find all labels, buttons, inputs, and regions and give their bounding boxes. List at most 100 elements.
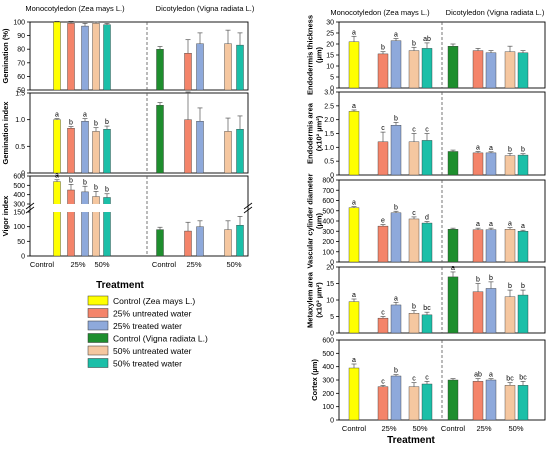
legend-swatch [87, 320, 109, 331]
bar [421, 140, 433, 176]
bar [81, 25, 89, 91]
significance-letter: a [451, 265, 455, 272]
significance-letter: b [412, 40, 416, 47]
x-tick-label: 50% [508, 424, 523, 433]
bar [517, 385, 529, 421]
y-tick-label: 90 [17, 33, 25, 40]
y-tick-label: 150 [13, 210, 25, 217]
significance-letter: b [412, 304, 416, 311]
y-axis-label: Metaxylem area [306, 271, 315, 328]
significance-letter: b [105, 119, 109, 126]
bar [517, 52, 529, 89]
y-tick-label: 50 [17, 239, 25, 246]
y-axis-label: Gemination index [1, 101, 10, 165]
significance-letter: a [394, 32, 398, 39]
y-tick-label: 500 [13, 183, 25, 190]
bar [447, 276, 459, 334]
x-tick-label: 25% [476, 424, 491, 433]
bar [390, 375, 402, 421]
y-tick-label: 200 [322, 239, 334, 246]
legend-swatch [87, 333, 109, 343]
bar [103, 24, 111, 91]
y-tick-label: 80 [17, 47, 25, 54]
y-tick-label: 50 [17, 88, 25, 95]
significance-letter: e [381, 218, 385, 225]
bar [421, 222, 433, 263]
y-axis-label: Gemination (%) [1, 28, 10, 84]
header-monocot-right: Monocotyledon (Zea mays L.) [330, 8, 430, 17]
significance-letter: b [381, 45, 385, 52]
y-tick-label: 200 [322, 391, 334, 398]
significance-letter: b [476, 277, 480, 284]
significance-letter: c [412, 127, 416, 134]
significance-letter: bc [506, 376, 514, 383]
legend-swatch [87, 295, 109, 306]
bar [81, 191, 89, 257]
significance-letter: bc [423, 305, 431, 312]
x-tick-label: 50% [412, 424, 427, 433]
bar-break-gap [66, 204, 76, 212]
bar [348, 111, 360, 176]
bar-break-gap [52, 204, 62, 212]
significance-letter: c [412, 376, 416, 383]
y-tick-label: 20 [326, 265, 334, 272]
x-axis-title-right: Treatment [387, 435, 435, 446]
bar [472, 291, 484, 334]
bar [377, 225, 389, 263]
bar [156, 49, 164, 91]
significance-letter: a [489, 221, 493, 228]
x-tick-label: 50% [94, 260, 109, 269]
y-tick-label: 3.0 [324, 90, 334, 97]
legend-label: 50% treated water [113, 359, 182, 369]
y-axis-label: Endodermis thickness [306, 15, 315, 95]
bar [236, 129, 244, 174]
bar [447, 46, 459, 89]
bar [485, 288, 497, 334]
significance-letter: a [476, 221, 480, 228]
y-tick-label: 0 [21, 254, 25, 261]
left-group-headers: Monocotyledon (Zea mays L.) Dicotyledon … [25, 4, 254, 13]
significance-letter: b [94, 121, 98, 128]
bar [67, 127, 75, 174]
x-tick-label: 25% [381, 424, 396, 433]
bar [156, 229, 164, 257]
y-tick-label: 300 [13, 202, 25, 209]
y-axis-label: (µm) [315, 47, 324, 63]
bar [67, 23, 75, 91]
y-axis-label: Vascular cylinder diameter [306, 173, 315, 268]
significance-letter: a [352, 29, 356, 36]
bar [485, 52, 497, 89]
y-axis-label: (µm) [315, 213, 324, 229]
bar [485, 229, 497, 263]
bar [408, 386, 420, 421]
y-tick-label: 25 [326, 31, 334, 38]
bar [224, 131, 232, 174]
significance-letter: ab [423, 36, 431, 43]
bar [472, 381, 484, 421]
header-monocot: Monocotyledon (Zea mays L.) [25, 4, 125, 13]
legend-swatch [87, 345, 109, 356]
y-tick-label: 1.5 [15, 91, 25, 98]
significance-letter: bc [519, 374, 527, 381]
significance-letter: c [425, 374, 429, 381]
y-tick-label: 100 [322, 404, 334, 411]
bar [408, 218, 420, 263]
y-tick-label: 10 [326, 64, 334, 71]
x-tick-label: Control [152, 260, 177, 269]
legend-swatch [87, 358, 109, 368]
bar [348, 301, 360, 334]
legend-label: Control (Zea mays L.) [113, 296, 195, 306]
legend-label: 25% untreated water [113, 309, 192, 319]
bar [53, 119, 61, 174]
significance-letter: a [489, 145, 493, 152]
bar [472, 50, 484, 89]
significance-letter: c [412, 210, 416, 217]
y-tick-label: 5 [330, 314, 334, 321]
bar [236, 224, 244, 257]
y-axis-label: Endodermis area [306, 102, 315, 164]
significance-letter: b [394, 204, 398, 211]
significance-letter: c [425, 127, 429, 134]
